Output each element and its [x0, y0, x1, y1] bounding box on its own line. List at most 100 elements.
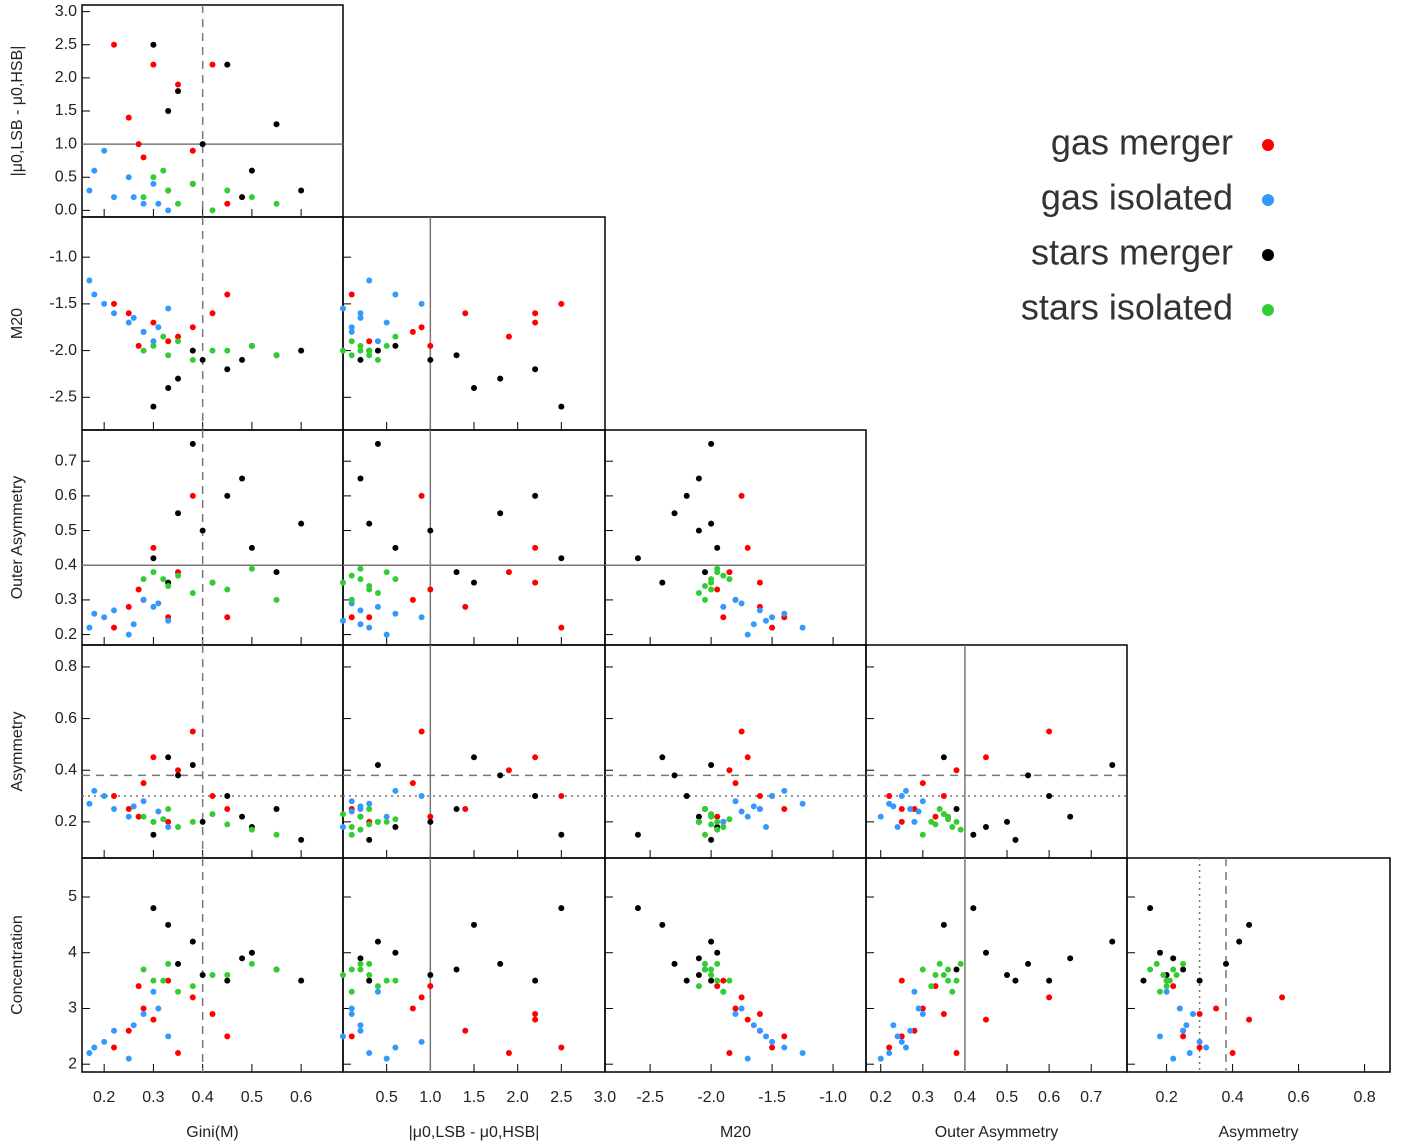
point	[175, 375, 182, 382]
point	[781, 610, 788, 617]
point	[756, 1011, 763, 1018]
point	[756, 1027, 763, 1034]
point	[150, 1016, 157, 1023]
point	[936, 805, 943, 812]
point	[140, 200, 147, 207]
point	[1170, 966, 1177, 973]
point	[762, 1033, 769, 1040]
point	[357, 621, 364, 628]
point	[366, 800, 373, 807]
point	[348, 328, 355, 335]
y-tick-label: -1.5	[49, 295, 77, 312]
point	[1160, 972, 1167, 979]
point	[1163, 988, 1170, 995]
point	[248, 826, 255, 833]
point	[140, 328, 147, 335]
point	[886, 793, 893, 800]
point	[125, 603, 132, 610]
point	[953, 966, 960, 973]
point	[150, 754, 157, 761]
point	[898, 793, 905, 800]
point	[418, 728, 425, 735]
point	[366, 1050, 373, 1057]
point	[708, 440, 715, 447]
panel-frame	[604, 857, 867, 1073]
point	[125, 631, 132, 638]
point	[1156, 949, 1163, 956]
point	[209, 972, 216, 979]
point	[298, 187, 305, 194]
point	[111, 1044, 118, 1051]
point	[720, 614, 727, 621]
point	[135, 586, 142, 593]
point	[714, 813, 721, 820]
point	[898, 818, 905, 825]
point	[298, 347, 305, 354]
point	[160, 576, 167, 583]
point	[150, 818, 157, 825]
point	[558, 831, 565, 838]
point	[392, 291, 399, 298]
point	[949, 824, 956, 831]
point	[714, 818, 721, 825]
point	[427, 586, 434, 593]
panel-frame	[342, 216, 606, 431]
point	[907, 805, 914, 812]
y-tick-label: 0.6	[55, 710, 77, 727]
point	[1109, 762, 1116, 769]
point	[532, 1016, 539, 1023]
x-tick-label: 1.0	[419, 1089, 441, 1106]
point	[970, 831, 977, 838]
point	[150, 41, 157, 48]
point	[1189, 1011, 1196, 1018]
point	[165, 1033, 172, 1040]
point	[140, 154, 147, 161]
point	[945, 816, 952, 823]
point	[209, 207, 216, 214]
point	[125, 1055, 132, 1062]
x-tick-label: 0.2	[93, 1089, 115, 1106]
point	[505, 333, 512, 340]
point	[738, 808, 745, 815]
point	[683, 492, 690, 499]
point	[366, 972, 373, 979]
point	[532, 977, 539, 984]
point	[383, 631, 390, 638]
point	[366, 805, 373, 812]
point	[348, 824, 355, 831]
point	[175, 1050, 182, 1057]
point	[898, 1038, 905, 1045]
point	[348, 831, 355, 838]
y-tick-label: 0.7	[55, 452, 77, 469]
y-tick-label: 0.2	[55, 626, 77, 643]
point	[125, 114, 132, 121]
point	[374, 818, 381, 825]
point	[248, 949, 255, 956]
point	[348, 1033, 355, 1040]
point	[175, 338, 182, 345]
point	[932, 983, 939, 990]
point	[720, 572, 727, 579]
point	[150, 61, 157, 68]
point	[714, 977, 721, 984]
point	[427, 818, 434, 825]
point	[738, 728, 745, 735]
x-tick-label: 0.2	[870, 1089, 892, 1106]
panel-frame	[342, 857, 606, 1073]
point	[175, 333, 182, 340]
point	[532, 310, 539, 317]
point	[130, 621, 137, 628]
point	[91, 291, 98, 298]
point	[505, 569, 512, 576]
point	[1170, 1055, 1177, 1062]
point	[340, 347, 346, 354]
point	[750, 1022, 757, 1029]
point	[155, 808, 162, 815]
point	[366, 520, 373, 527]
point	[348, 596, 355, 603]
point	[130, 1022, 137, 1029]
point	[898, 1033, 905, 1040]
point	[1153, 960, 1160, 967]
point	[239, 356, 246, 363]
point	[224, 977, 231, 984]
